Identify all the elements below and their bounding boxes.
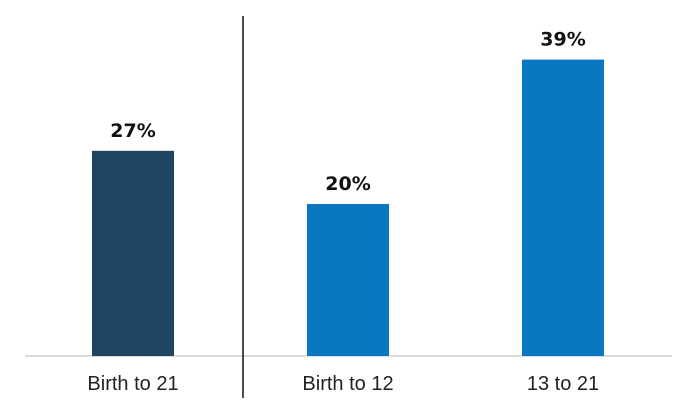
bar-1	[307, 204, 389, 356]
value-label-0: 27%	[110, 120, 155, 142]
category-label-2: 13 to 21	[527, 373, 599, 395]
bar-0	[92, 150, 174, 356]
value-label-1: 20%	[325, 173, 370, 195]
category-label-1: Birth to 12	[302, 373, 393, 395]
bars-group	[92, 59, 604, 356]
value-label-2: 39%	[540, 29, 585, 51]
value-labels-group: 27% 20% 39%	[110, 29, 585, 195]
bar-2	[522, 59, 604, 356]
category-labels-group: Birth to 21 Birth to 12 13 to 21	[87, 373, 599, 395]
category-label-0: Birth to 21	[87, 373, 178, 395]
